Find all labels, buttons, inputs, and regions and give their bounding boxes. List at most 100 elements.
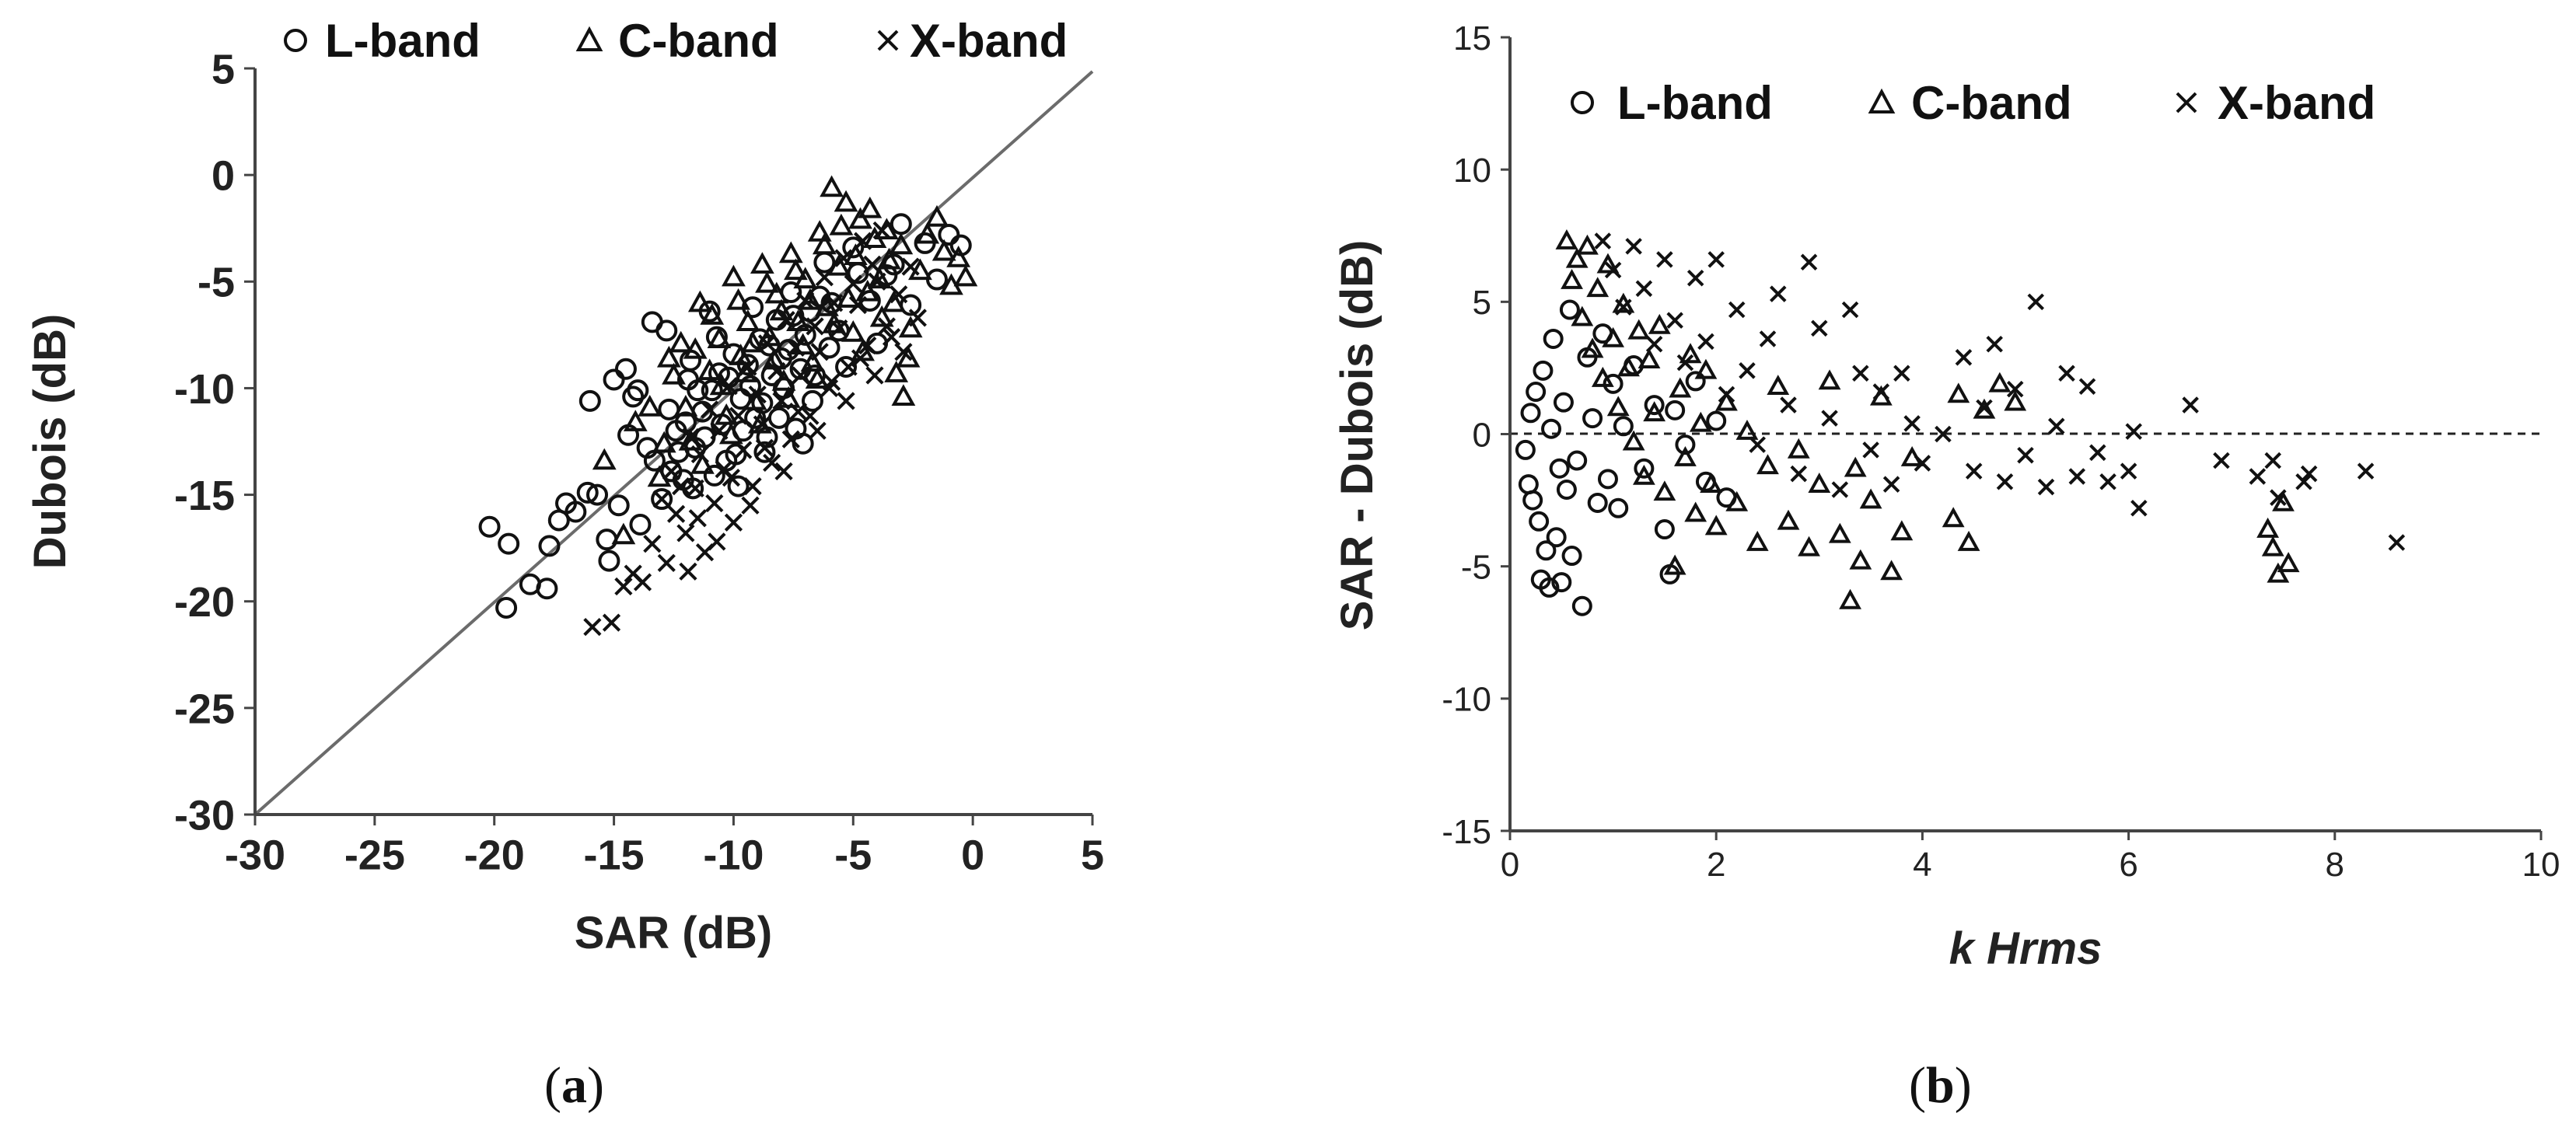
point-circle	[1529, 511, 1550, 532]
panel-a-y-tick-label: -20	[174, 579, 235, 626]
point-cross	[1594, 232, 1612, 249]
point-cross	[851, 349, 870, 368]
point-triangle	[858, 196, 883, 218]
point-cross	[2120, 462, 2137, 480]
point-cross	[2125, 423, 2142, 440]
point-triangle	[2267, 562, 2290, 583]
point-circle	[842, 236, 865, 259]
point-triangle	[771, 369, 796, 391]
point-triangle	[953, 264, 978, 287]
point-circle	[1533, 360, 1554, 381]
point-cross	[602, 613, 621, 632]
point-cross	[1841, 301, 1859, 319]
panel-a-points	[478, 175, 978, 637]
point-triangle	[623, 410, 648, 431]
point-triangle	[718, 422, 743, 445]
point-circle	[538, 535, 561, 557]
panel-a-x-tick-label: -5	[834, 832, 872, 879]
point-cross	[672, 476, 690, 496]
point-triangle	[683, 337, 708, 359]
point-cross	[772, 392, 791, 410]
series-triangle	[1555, 229, 2300, 609]
point-triangle	[769, 298, 794, 321]
point-cross	[755, 438, 774, 457]
point-triangle	[1606, 396, 1630, 417]
point-triangle	[1808, 473, 1831, 493]
series-cross	[583, 221, 927, 637]
point-circle	[598, 550, 620, 572]
point-triangle	[755, 270, 779, 293]
point-cross	[1903, 415, 1921, 432]
point-cross	[853, 232, 872, 250]
point-circle	[680, 349, 702, 372]
point-cross	[666, 504, 686, 523]
point-circle	[1526, 382, 1547, 403]
point-triangle	[829, 213, 854, 236]
point-cross	[1800, 253, 1818, 271]
point-triangle	[1627, 319, 1651, 340]
point-triangle	[726, 288, 750, 310]
point-circle	[1515, 439, 1536, 460]
point-triangle	[855, 279, 880, 302]
point-cross	[788, 402, 808, 421]
point-cross	[757, 334, 777, 353]
point-cross	[1914, 455, 1931, 472]
point-cross	[708, 532, 726, 551]
point-triangle	[820, 175, 844, 197]
point-triangle	[1735, 419, 1759, 440]
point-circle	[495, 596, 518, 619]
point-cross	[872, 221, 891, 240]
point-circle	[578, 389, 601, 412]
panel-b-legend: L-band C-band X-band	[1571, 77, 2375, 129]
point-cross	[2130, 500, 2148, 517]
point-triangle	[1756, 454, 1779, 475]
point-triangle	[1674, 446, 1697, 466]
point-cross	[2182, 396, 2199, 413]
point-circle	[1654, 519, 1675, 540]
point-triangle	[1602, 326, 1624, 347]
point-circle	[1597, 469, 1618, 490]
point-triangle	[764, 281, 789, 304]
point-circle	[478, 515, 501, 538]
point-triangle	[673, 394, 698, 417]
point-triangle	[1581, 337, 1604, 358]
point-circle	[727, 475, 750, 497]
panel-a-legend-cross-icon	[877, 30, 899, 51]
series-circle	[1515, 299, 1737, 616]
point-circle	[1559, 299, 1580, 320]
panel-b-y-axis-label: SAR - Dubois (dB)	[1332, 240, 1382, 631]
point-triangle	[1571, 305, 1594, 326]
point-cross	[815, 268, 834, 287]
point-triangle	[896, 345, 921, 368]
panel-a-x-tick-label: -30	[225, 832, 285, 879]
point-circle	[603, 368, 625, 391]
point-cross	[748, 386, 767, 404]
point-triangle	[1617, 356, 1640, 377]
point-triangle	[841, 319, 865, 342]
point-cross	[837, 392, 855, 410]
point-cross	[801, 406, 820, 425]
point-cross	[753, 415, 771, 434]
point-triangle	[1694, 358, 1718, 379]
point-triangle	[807, 220, 832, 242]
point-cross	[767, 361, 786, 381]
point-triangle	[669, 330, 694, 353]
panel-b-x-tick-label: 8	[2326, 846, 2344, 884]
point-cross	[739, 358, 757, 376]
point-cross	[662, 462, 681, 481]
point-triangle	[1561, 268, 1583, 289]
point-triangle	[750, 252, 774, 274]
point-cross	[1893, 365, 1910, 382]
point-cross	[1955, 349, 1973, 366]
point-cross	[1862, 441, 1879, 459]
point-cross	[1645, 336, 1663, 353]
point-triangle	[2277, 552, 2300, 573]
panel-a-x-tick-label: -10	[703, 832, 764, 879]
point-triangle	[1859, 488, 1882, 509]
point-cross	[1604, 261, 1622, 279]
point-triangle	[924, 204, 949, 227]
point-cross	[858, 336, 877, 355]
point-cross	[822, 372, 841, 391]
panel-b-legend-cross-icon	[2176, 92, 2197, 113]
point-circle	[890, 213, 912, 236]
